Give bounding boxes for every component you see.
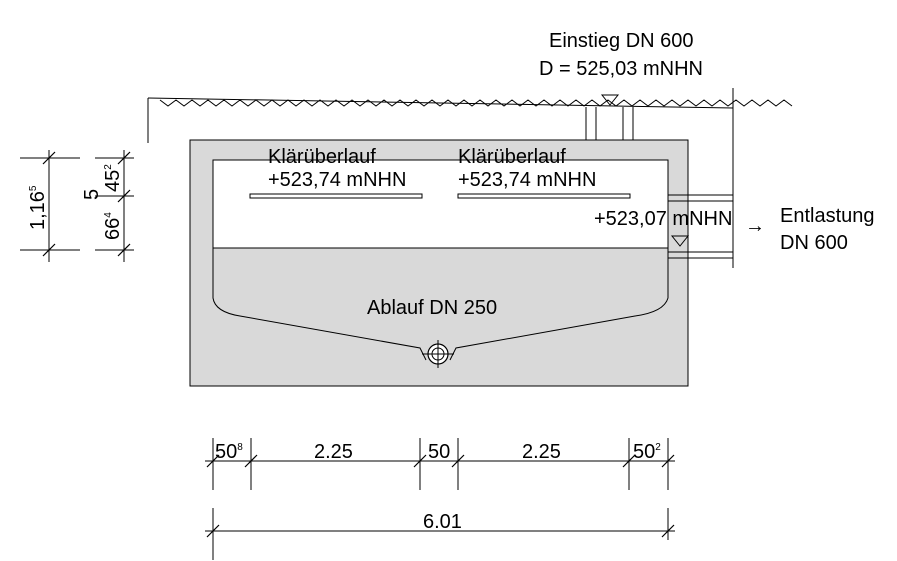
overflow-left-level: +523,74 mNHN xyxy=(268,169,406,191)
overflow-left-title: Klärüberlauf xyxy=(268,146,376,168)
dim-seg5: 502 xyxy=(633,441,661,463)
weir-right xyxy=(457,193,631,199)
dim-seg4: 2.25 xyxy=(522,441,561,463)
inlet-level: D = 525,03 mNHN xyxy=(539,58,703,80)
dim-seg3: 50 xyxy=(428,441,450,463)
relief-pipe xyxy=(668,194,733,259)
dim-upper: 452 xyxy=(102,164,124,192)
dim-seg1: 508 xyxy=(215,441,243,463)
outlet-label: Ablauf DN 250 xyxy=(367,297,497,319)
relief-title: Entlastung xyxy=(780,205,875,227)
clear-water-chamber xyxy=(212,159,669,249)
dim-lower: 664 xyxy=(102,212,124,240)
overflow-right-title: Klärüberlauf xyxy=(458,146,566,168)
relief-dn: DN 600 xyxy=(780,232,848,254)
relief-level-triangle xyxy=(670,235,690,247)
dim-total-height: 1,165 xyxy=(27,185,49,230)
outlet-pipe-icon xyxy=(422,340,454,368)
ground-surface xyxy=(147,88,793,268)
inlet-title: Einstieg DN 600 xyxy=(549,30,694,52)
weir-left xyxy=(249,193,423,199)
relief-arrow: → xyxy=(745,215,765,237)
vertical-dimensions xyxy=(20,150,134,262)
horizontal-dimensions xyxy=(205,438,675,560)
sludge-hopper xyxy=(212,248,669,361)
dim-seg2: 2.25 xyxy=(314,441,353,463)
dim-mid: 5 xyxy=(81,189,103,200)
overflow-right-level: +523,74 mNHN xyxy=(458,169,596,191)
relief-level: +523,07 mNHN xyxy=(594,208,732,230)
inlet-level-triangle xyxy=(600,94,620,106)
dim-total-width: 6.01 xyxy=(423,511,462,533)
